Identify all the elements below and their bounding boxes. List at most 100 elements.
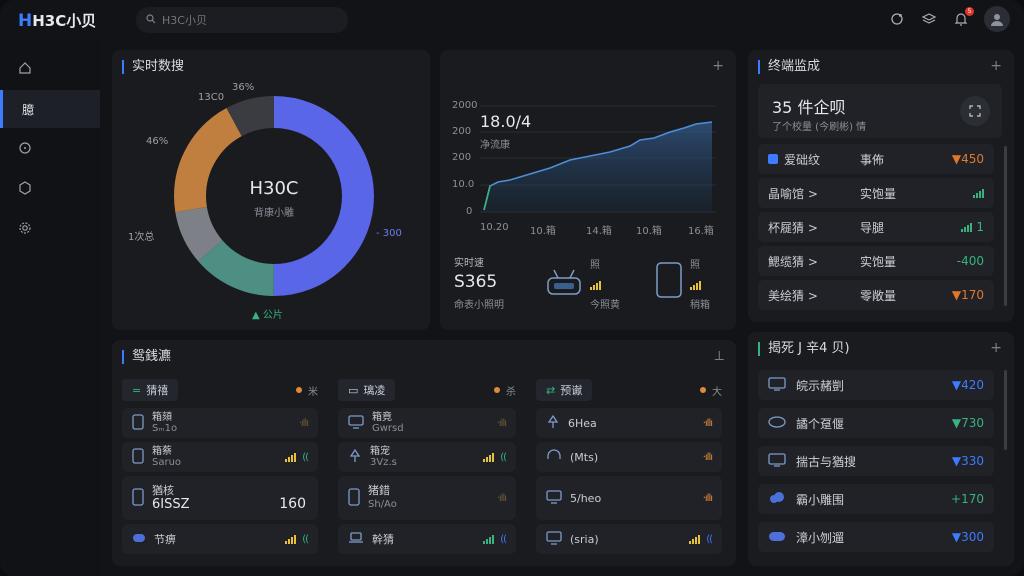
search-input[interactable] bbox=[162, 13, 332, 27]
device-stat-bottom: 稍箱 bbox=[690, 300, 710, 311]
sidebar: 臆 bbox=[0, 40, 100, 576]
donut-label: 46% bbox=[146, 136, 169, 147]
sidebar-item-dashboard[interactable]: 臆 bbox=[0, 90, 100, 128]
donut-label: 36% bbox=[232, 82, 255, 93]
column-chip[interactable]: ⇄ 预谳 bbox=[536, 379, 593, 401]
device-name: 6Hea bbox=[568, 416, 597, 430]
panel-title: 揭死 J 辛4 贝) bbox=[758, 342, 850, 356]
segment-orange[interactable] bbox=[174, 96, 374, 296]
signal-icon bbox=[590, 280, 601, 290]
column-chip[interactable]: ▭ 璃凌 bbox=[338, 379, 396, 401]
status-dot bbox=[296, 387, 302, 393]
x-tick: 10.箱 bbox=[530, 226, 556, 237]
gamepad-icon bbox=[768, 529, 786, 546]
table-row[interactable]: 箱竟 Gwrsd ·ıllı bbox=[338, 408, 516, 438]
monitor-icon bbox=[546, 530, 562, 548]
app-logo[interactable]: H H3C小贝 bbox=[18, 10, 96, 31]
line-chart[interactable] bbox=[440, 50, 736, 250]
search-bar[interactable] bbox=[136, 7, 348, 33]
table-row[interactable]: 5/heo ·ıllı bbox=[536, 476, 722, 520]
add-icon[interactable]: + bbox=[712, 58, 724, 74]
ranking-panel: 揭死 J 辛4 贝) + 皖示赭剴 ▼420 譎个趸偃 ▼730 揣古与猶搜 ▼… bbox=[748, 332, 1014, 566]
device-name: 5/heo bbox=[570, 491, 602, 505]
list-item[interactable]: 杯屣猜 > 导腿 1 bbox=[758, 212, 994, 242]
device-name: 猪錯 bbox=[368, 484, 390, 497]
monitor-icon bbox=[546, 489, 562, 507]
row-value: 1 bbox=[976, 220, 984, 234]
panel-title: 鸳銭瀌 bbox=[122, 350, 171, 364]
cloud-icon bbox=[768, 491, 786, 508]
phone-icon bbox=[132, 413, 144, 433]
donut-label: 13C0 bbox=[198, 92, 225, 103]
monitor-icon bbox=[768, 376, 786, 394]
table-row[interactable]: 箱宠 3Vz.s (( bbox=[338, 442, 516, 472]
add-icon[interactable]: + bbox=[990, 58, 1002, 74]
logo-text: H3C小贝 bbox=[32, 12, 97, 30]
table-row[interactable]: 幹猜 (( bbox=[338, 524, 516, 554]
column-head[interactable]: = 猜禧 米 bbox=[122, 378, 318, 402]
sidebar-item-devices[interactable] bbox=[0, 170, 100, 208]
summary-sub: 了个校量 (今刷彬) 情 bbox=[772, 122, 867, 133]
pin-icon[interactable]: ⟂ bbox=[714, 348, 724, 364]
table-row[interactable]: 箱頦 Sₘ1o ·ıllı bbox=[122, 408, 318, 438]
list-item[interactable]: 揣古与猶搜 ▼330 bbox=[758, 446, 994, 476]
endpoint-panel: 终端监成 + 35 件企呗 了个校量 (今刷彬) 情 爱础纹 事佈 ▼450 晶… bbox=[748, 50, 1014, 322]
list-item[interactable]: 晶喻馆 > 实饱量 bbox=[758, 178, 994, 208]
device-stat-top: 照 bbox=[690, 260, 700, 271]
list-item[interactable]: 漳小刎遛 ▼300 bbox=[758, 522, 994, 552]
refresh-icon[interactable] bbox=[888, 10, 906, 28]
row-value: -400 bbox=[956, 254, 984, 268]
list-item[interactable]: 譎个趸偃 ▼730 bbox=[758, 408, 994, 438]
sidebar-item-status[interactable] bbox=[0, 130, 100, 168]
device-sub: Saruo bbox=[152, 457, 182, 468]
trend-panel: + 2000 200 200 10.0 0 10.20 bbox=[440, 50, 736, 330]
list-item[interactable]: 美绘猜 > 零敞量 ▼170 bbox=[758, 280, 994, 310]
summary-card[interactable]: 35 件企呗 了个校量 (今刷彬) 情 bbox=[758, 84, 1002, 138]
list-icon: = bbox=[132, 383, 142, 397]
table-row[interactable]: (sria) (( bbox=[536, 524, 722, 554]
list-item[interactable]: 霸小雕围 +170 bbox=[758, 484, 994, 514]
monitor-icon bbox=[768, 452, 786, 470]
table-row[interactable]: 猶核 6ISSZ 160 bbox=[122, 476, 318, 520]
sidebar-item-home[interactable] bbox=[0, 50, 100, 88]
scrollbar[interactable] bbox=[1004, 370, 1007, 450]
notification-badge: 5 bbox=[965, 7, 974, 16]
add-icon[interactable]: + bbox=[990, 340, 1002, 356]
wave-icon: ·ıllı bbox=[496, 417, 507, 429]
row-tag: 实饱量 bbox=[860, 186, 897, 201]
search-icon bbox=[146, 13, 156, 27]
donut-chart[interactable]: H30C 背康小雕 bbox=[164, 86, 394, 316]
row-name: 晶喻馆 > bbox=[768, 186, 818, 201]
device-name: 箱宠 bbox=[370, 446, 390, 457]
column-head[interactable]: ⇄ 预谳 大 bbox=[536, 378, 722, 402]
list-item[interactable]: 爱础纹 事佈 ▼450 bbox=[758, 144, 994, 174]
column-label: 璃凌 bbox=[363, 384, 386, 397]
table-row[interactable]: 节痹 (( bbox=[122, 524, 318, 554]
device-sub: 3Vz.s bbox=[370, 457, 397, 468]
sidebar-item-settings[interactable] bbox=[0, 210, 100, 248]
tablet-icon bbox=[654, 260, 684, 303]
device-stat-top: 照 bbox=[590, 260, 600, 271]
segment-dark[interactable] bbox=[174, 96, 374, 296]
status-dot bbox=[700, 387, 706, 393]
table-row[interactable]: 猪錯 Sh/Ao ·ıllı bbox=[338, 476, 516, 520]
bell-icon[interactable]: 5 bbox=[952, 7, 974, 28]
column-chip[interactable]: = 猜禧 bbox=[122, 379, 179, 401]
trend-area bbox=[484, 122, 712, 212]
wave-icon: ·ıllı bbox=[496, 492, 507, 504]
device-sub: Sₘ1o bbox=[152, 423, 178, 434]
table-row[interactable]: 6Hea ·ıllı bbox=[536, 408, 722, 438]
expand-icon[interactable] bbox=[960, 96, 990, 126]
wave-icon: ·ıllı bbox=[702, 451, 713, 463]
home-icon bbox=[18, 61, 32, 78]
layers-icon[interactable] bbox=[920, 10, 938, 28]
list-item[interactable]: 皖示赭剴 ▼420 bbox=[758, 370, 994, 400]
avatar[interactable] bbox=[984, 6, 1010, 32]
device-name: 箱蔡 bbox=[152, 446, 172, 457]
column-head[interactable]: ▭ 璃凌 杀 bbox=[338, 378, 516, 402]
scrollbar[interactable] bbox=[1004, 146, 1007, 306]
table-row[interactable]: (Mts) ·ıllı bbox=[536, 442, 722, 472]
table-row[interactable]: 箱蔡 Saruo (( bbox=[122, 442, 318, 472]
phone-icon bbox=[132, 447, 144, 467]
list-item[interactable]: 鰓缆猜 > 实饱量 -400 bbox=[758, 246, 994, 276]
